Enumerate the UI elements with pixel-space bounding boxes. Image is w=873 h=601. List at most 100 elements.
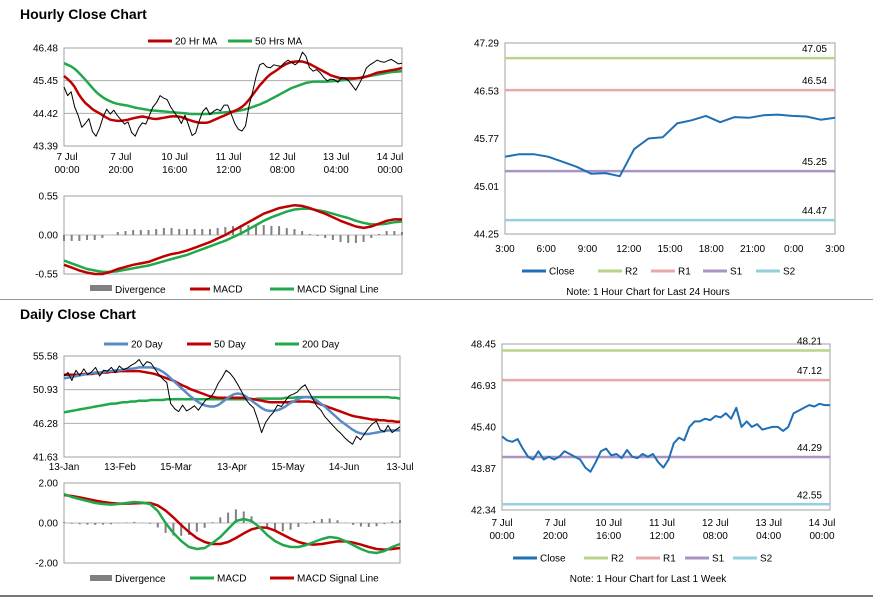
- hourly-legend-divergence: Divergence: [115, 285, 166, 296]
- hourly-price-xtick: 10 Jul: [161, 152, 188, 163]
- hourly-legend-divergence-swatch: [90, 285, 112, 291]
- daily-levels-xtick: 20:00: [543, 531, 568, 542]
- hourly-legend-ma20: 20 Hr MA: [175, 37, 218, 48]
- hourly-levels-legend-r2: R2: [625, 267, 638, 278]
- hourly-levels-xtick: 18:00: [699, 244, 724, 255]
- daily-levels-r2-label: 48.21: [797, 337, 822, 348]
- hourly-levels-r2-label: 47.05: [802, 44, 827, 55]
- daily-levels-xtick: 12 Jul: [702, 518, 729, 529]
- hourly-price-xtick: 00:00: [54, 165, 79, 176]
- daily-legend-macd: MACD: [217, 574, 246, 585]
- daily-legend-signal: MACD Signal Line: [297, 574, 379, 585]
- hourly-price-xtick: 7 Jul: [56, 152, 77, 163]
- hourly-levels-r1-label: 46.54: [802, 76, 827, 87]
- daily-levels-xtick: 00:00: [809, 531, 834, 542]
- daily-levels-xtick: 12:00: [649, 531, 674, 542]
- hourly-levels-legend-s2: S2: [783, 267, 796, 278]
- hourly-price-ytick: 46.48: [33, 44, 58, 55]
- bottom-divider: [0, 595, 873, 597]
- daily-levels-note: Note: 1 Hour Chart for Last 1 Week: [570, 574, 728, 585]
- daily-levels-xtick: 14 Jul: [809, 518, 836, 529]
- daily-levels-xtick: 04:00: [756, 531, 781, 542]
- daily-ma200-line: [63, 395, 401, 414]
- hourly-legend-ma50: 50 Hrs MA: [255, 37, 303, 48]
- hourly-levels-legend-r1: R1: [678, 267, 691, 278]
- hourly-levels-legend-s1: S1: [730, 267, 743, 278]
- daily-price-xtick: 13-Jan: [49, 462, 80, 473]
- hourly-macd-ytick: 0.00: [39, 231, 59, 242]
- daily-macd-ytick: 2.00: [39, 479, 59, 490]
- hourly-price-ytick: 45.45: [33, 76, 58, 87]
- daily-levels-legend-close: Close: [540, 554, 566, 565]
- hourly-levels-xtick: 9:00: [578, 244, 598, 255]
- hourly-price-xtick: 13 Jul: [323, 152, 350, 163]
- hourly-levels-xtick: 15:00: [657, 244, 682, 255]
- hourly-levels-ytick: 45.77: [474, 134, 499, 145]
- hourly-price-xtick: 00:00: [377, 165, 402, 176]
- daily-levels-xtick: 7 Jul: [545, 518, 566, 529]
- hourly-signal-line: [63, 207, 403, 274]
- hourly-levels-xtick: 3:00: [495, 244, 515, 255]
- daily-price-ytick: 41.63: [33, 453, 58, 464]
- daily-legend-ma20: 20 Day: [131, 340, 163, 351]
- hourly-price-xtick: 12 Jul: [269, 152, 296, 163]
- daily-levels-s2-label: 42.55: [797, 490, 822, 501]
- daily-levels-r1-label: 47.12: [797, 366, 822, 377]
- daily-levels-legend-r1: R1: [663, 554, 676, 565]
- hourly-price-ytick: 43.39: [33, 142, 58, 153]
- daily-levels-ytick: 43.87: [471, 464, 496, 475]
- hourly-levels-ytick: 46.53: [474, 86, 499, 97]
- hourly-legend-signal: MACD Signal Line: [297, 285, 379, 296]
- daily-ma20-line: [63, 366, 400, 436]
- daily-legend-divergence: Divergence: [115, 574, 166, 585]
- daily-section-title: Daily Close Chart: [20, 306, 136, 322]
- daily-macd-line: [63, 492, 401, 555]
- hourly-price-xtick: 11 Jul: [216, 152, 242, 163]
- daily-price-xtick: 13-Apr: [217, 462, 248, 473]
- hourly-price-line: [63, 51, 403, 137]
- hourly-levels-note: Note: 1 Hour Chart for Last 24 Hours: [566, 287, 729, 298]
- daily-macd-ytick: -2.00: [35, 559, 58, 570]
- daily-price-xtick: 15-Mar: [160, 462, 192, 473]
- daily-levels-ytick: 42.34: [471, 506, 496, 517]
- hourly-levels-s2-label: 44.47: [802, 206, 827, 217]
- hourly-macd-ytick: 0.55: [39, 192, 59, 203]
- daily-levels-legend-s1: S1: [712, 554, 725, 565]
- hourly-legend-macd: MACD: [213, 285, 242, 296]
- daily-price-xtick: 13-Feb: [104, 462, 136, 473]
- hourly-levels-xtick: 3:00: [825, 244, 845, 255]
- hourly-price-xtick: 20:00: [108, 165, 133, 176]
- daily-levels-xtick: 08:00: [703, 531, 728, 542]
- hourly-price-xtick: 12:00: [216, 165, 241, 176]
- daily-levels-xtick: 00:00: [489, 531, 514, 542]
- daily-price-ytick: 46.28: [33, 419, 58, 430]
- daily-levels-legend-r2: R2: [611, 554, 624, 565]
- hourly-levels-ytick: 45.01: [474, 182, 499, 193]
- hourly-price-xtick: 04:00: [324, 165, 349, 176]
- daily-levels-xtick: 7 Jul: [491, 518, 512, 529]
- hourly-macd-line: [63, 203, 402, 276]
- daily-levels-ytick: 45.40: [471, 423, 496, 434]
- hourly-section-title: Hourly Close Chart: [20, 6, 147, 22]
- hourly-ma50-line: [63, 62, 403, 116]
- daily-price-ytick: 50.93: [33, 385, 58, 396]
- hourly-price-ytick: 44.42: [33, 109, 58, 120]
- daily-levels-xtick: 13 Jul: [755, 518, 782, 529]
- hourly-levels-close-line: [504, 113, 836, 178]
- hourly-levels-xtick: 6:00: [537, 244, 557, 255]
- daily-levels-frame: [501, 343, 831, 511]
- hourly-levels-frame: [504, 42, 836, 235]
- daily-legend-ma200: 200 Day: [302, 340, 339, 351]
- section-divider: [0, 299, 873, 300]
- hourly-levels-xtick: 0:00: [784, 244, 804, 255]
- daily-levels-close-line: [501, 402, 830, 473]
- daily-levels-xtick: 16:00: [596, 531, 621, 542]
- hourly-price-frame: [63, 47, 403, 147]
- daily-price-xtick: 15-May: [271, 462, 304, 473]
- daily-macd-ytick: 0.00: [39, 519, 59, 530]
- daily-levels-xtick: 11 Jul: [649, 518, 675, 529]
- hourly-price-xtick: 7 Jul: [110, 152, 131, 163]
- daily-levels-xtick: 10 Jul: [595, 518, 622, 529]
- daily-levels-legend-s2: S2: [760, 554, 773, 565]
